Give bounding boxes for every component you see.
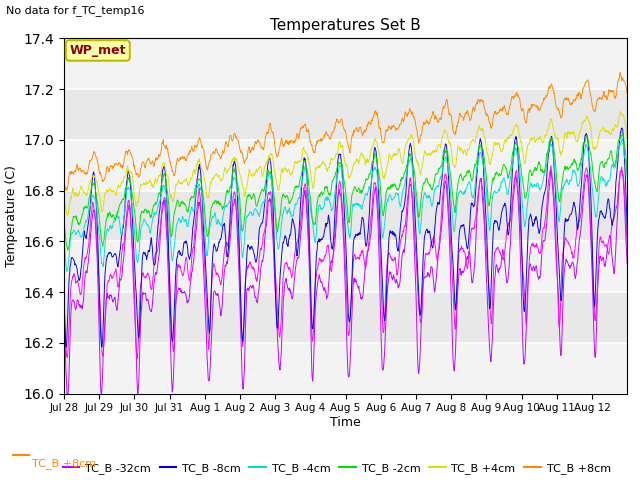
X-axis label: Time: Time [330, 416, 361, 429]
Legend: TC_B -32cm, TC_B -16cm, TC_B -8cm, TC_B -4cm, TC_B -2cm, TC_B +4cm, TC_B +8cm: TC_B -32cm, TC_B -16cm, TC_B -8cm, TC_B … [58, 458, 615, 480]
Y-axis label: Temperature (C): Temperature (C) [4, 165, 18, 267]
Text: TC_B +8cm: TC_B +8cm [32, 458, 96, 469]
Bar [64, 343, 627, 394]
Bar [64, 241, 627, 292]
Title: Temperatures Set B: Temperatures Set B [270, 18, 421, 33]
Bar [64, 140, 627, 191]
Text: WP_met: WP_met [70, 44, 126, 57]
Bar [64, 38, 627, 89]
Text: No data for f_TC_temp16: No data for f_TC_temp16 [6, 5, 145, 16]
